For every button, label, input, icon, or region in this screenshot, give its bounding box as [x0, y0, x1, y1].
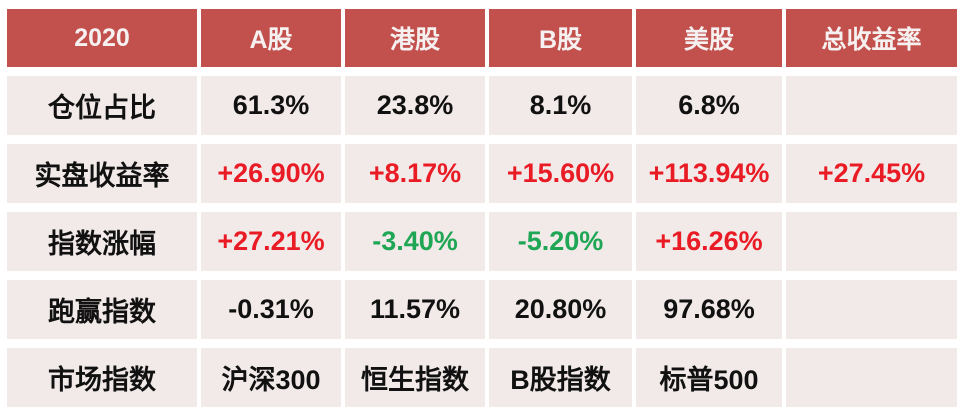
cell-outperformance-us-shares: 97.68% — [636, 280, 782, 339]
row-label-position-ratio: 仓位占比 — [7, 76, 197, 135]
cell-market-index-a-shares: 沪深300 — [201, 348, 341, 407]
cell-position-a-shares: 61.3% — [201, 76, 341, 135]
row-label-outperformance: 跑赢指数 — [7, 280, 197, 339]
cell-index-change-total — [786, 212, 957, 271]
cell-outperformance-total — [786, 280, 957, 339]
cell-return-hk-shares: +8.17% — [345, 144, 485, 203]
cell-outperformance-b-shares: 20.80% — [489, 280, 632, 339]
cell-market-index-total — [786, 348, 957, 407]
cell-index-change-a-shares: +27.21% — [201, 212, 341, 271]
cell-index-change-us-shares: +16.26% — [636, 212, 782, 271]
row-label-actual-return: 实盘收益率 — [7, 144, 197, 203]
row-actual-return: 实盘收益率 +26.90% +8.17% +15.60% +113.94% +2… — [7, 144, 957, 203]
cell-outperformance-a-shares: -0.31% — [201, 280, 341, 339]
cell-position-hk-shares: 23.8% — [345, 76, 485, 135]
cell-return-us-shares: +113.94% — [636, 144, 782, 203]
table-header-row: 2020 A股 港股 B股 美股 总收益率 — [7, 9, 957, 67]
cell-return-total: +27.45% — [786, 144, 957, 203]
header-cell-us-shares: 美股 — [636, 9, 782, 67]
cell-position-us-shares: 6.8% — [636, 76, 782, 135]
row-market-index: 市场指数 沪深300 恒生指数 B股指数 标普500 — [7, 348, 957, 407]
header-cell-a-shares: A股 — [201, 9, 341, 67]
header-cell-b-shares: B股 — [489, 9, 632, 67]
cell-outperformance-hk-shares: 11.57% — [345, 280, 485, 339]
cell-return-b-shares: +15.60% — [489, 144, 632, 203]
header-cell-hk-shares: 港股 — [345, 9, 485, 67]
cell-return-a-shares: +26.90% — [201, 144, 341, 203]
cell-market-index-us-shares: 标普500 — [636, 348, 782, 407]
cell-position-total — [786, 76, 957, 135]
performance-table: 2020 A股 港股 B股 美股 总收益率 仓位占比 61.3% 23.8% 8… — [3, 0, 961, 416]
row-label-index-change: 指数涨幅 — [7, 212, 197, 271]
cell-position-b-shares: 8.1% — [489, 76, 632, 135]
row-index-change: 指数涨幅 +27.21% -3.40% -5.20% +16.26% — [7, 212, 957, 271]
cell-index-change-b-shares: -5.20% — [489, 212, 632, 271]
cell-market-index-b-shares: B股指数 — [489, 348, 632, 407]
cell-market-index-hk-shares: 恒生指数 — [345, 348, 485, 407]
row-position-ratio: 仓位占比 61.3% 23.8% 8.1% 6.8% — [7, 76, 957, 135]
row-outperformance: 跑赢指数 -0.31% 11.57% 20.80% 97.68% — [7, 280, 957, 339]
header-cell-total-return: 总收益率 — [786, 9, 957, 67]
header-cell-year: 2020 — [7, 9, 197, 67]
cell-index-change-hk-shares: -3.40% — [345, 212, 485, 271]
row-label-market-index: 市场指数 — [7, 348, 197, 407]
